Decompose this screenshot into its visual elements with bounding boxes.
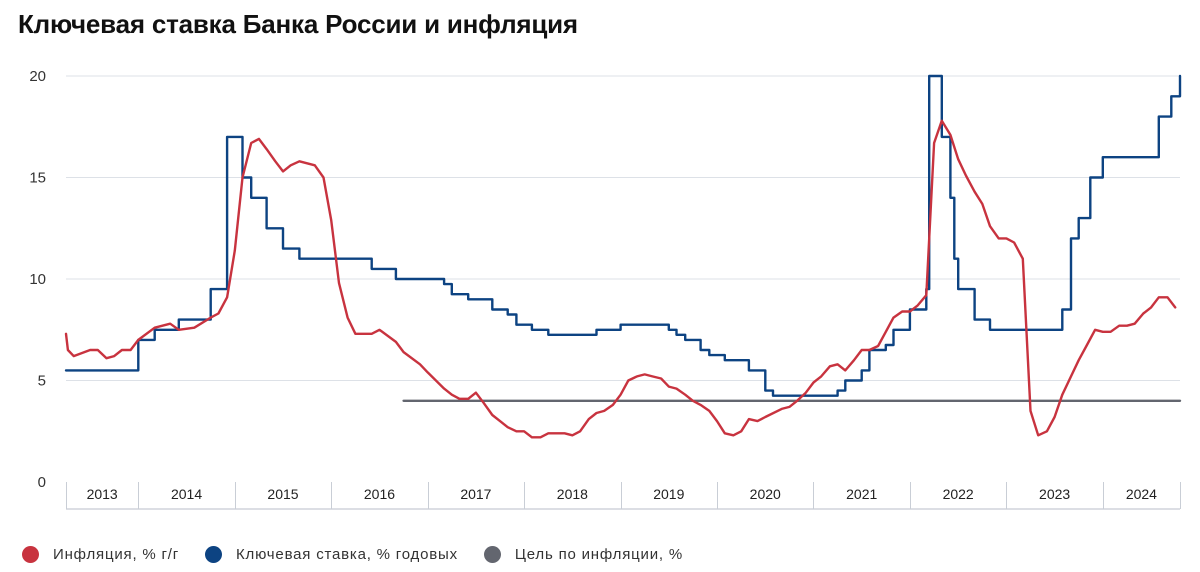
x-tick-label: 2021	[846, 486, 877, 502]
x-tick-label: 2022	[943, 486, 974, 502]
chart-title: Ключевая ставка Банка России и инфляция	[18, 9, 578, 39]
x-tick-label: 2014	[171, 486, 202, 502]
x-tick-label: 2020	[750, 486, 781, 502]
legend-item-key-rate[interactable]: Ключевая ставка, % годовых	[205, 546, 458, 563]
legend-marker-key-rate	[205, 546, 222, 563]
x-axis: 2013 2014 2015 2016 2017 2018 2019 2020 2021 2022…	[66, 482, 1181, 510]
x-tick-label: 2024	[1126, 486, 1157, 502]
grid-lines	[66, 75, 1180, 381]
series-line-inflation	[64, 119, 1177, 439]
x-tick-label: 2016	[364, 486, 395, 502]
legend-marker-inflation	[22, 546, 39, 563]
legend-label-key-rate: Ключевая ставка, % годовых	[236, 546, 458, 563]
legend-item-inflation[interactable]: Инфляция, % г/г	[22, 546, 179, 563]
legend-marker-target	[483, 546, 501, 563]
y-tick-label: 15	[29, 170, 46, 187]
y-tick-label: 5	[38, 373, 46, 390]
x-tick-label: 2018	[557, 486, 588, 502]
x-tick-label: 2015	[267, 486, 298, 502]
y-tick-label: 20	[29, 68, 46, 85]
x-axis-band	[66, 482, 1180, 509]
legend-label-target: Цель по инфляции, %	[514, 546, 683, 563]
x-tick-label: 2023	[1039, 486, 1070, 502]
x-tick-label: 2017	[460, 486, 491, 502]
legend-label-inflation: Инфляция, % г/г	[53, 546, 179, 563]
x-tick-label: 2013	[87, 486, 118, 502]
y-tick-label: 0	[38, 474, 46, 491]
legend: Инфляция, % г/г Ключевая ставка, % годов…	[22, 546, 709, 563]
y-axis-ticks: 0 5 10 15 20	[29, 68, 46, 491]
series-line-key-rate	[64, 74, 1182, 397]
legend-item-target[interactable]: Цель по инфляции, %	[483, 546, 683, 563]
series-lines	[64, 74, 1182, 439]
x-tick-label: 2019	[653, 486, 684, 502]
y-tick-label: 10	[29, 271, 46, 288]
